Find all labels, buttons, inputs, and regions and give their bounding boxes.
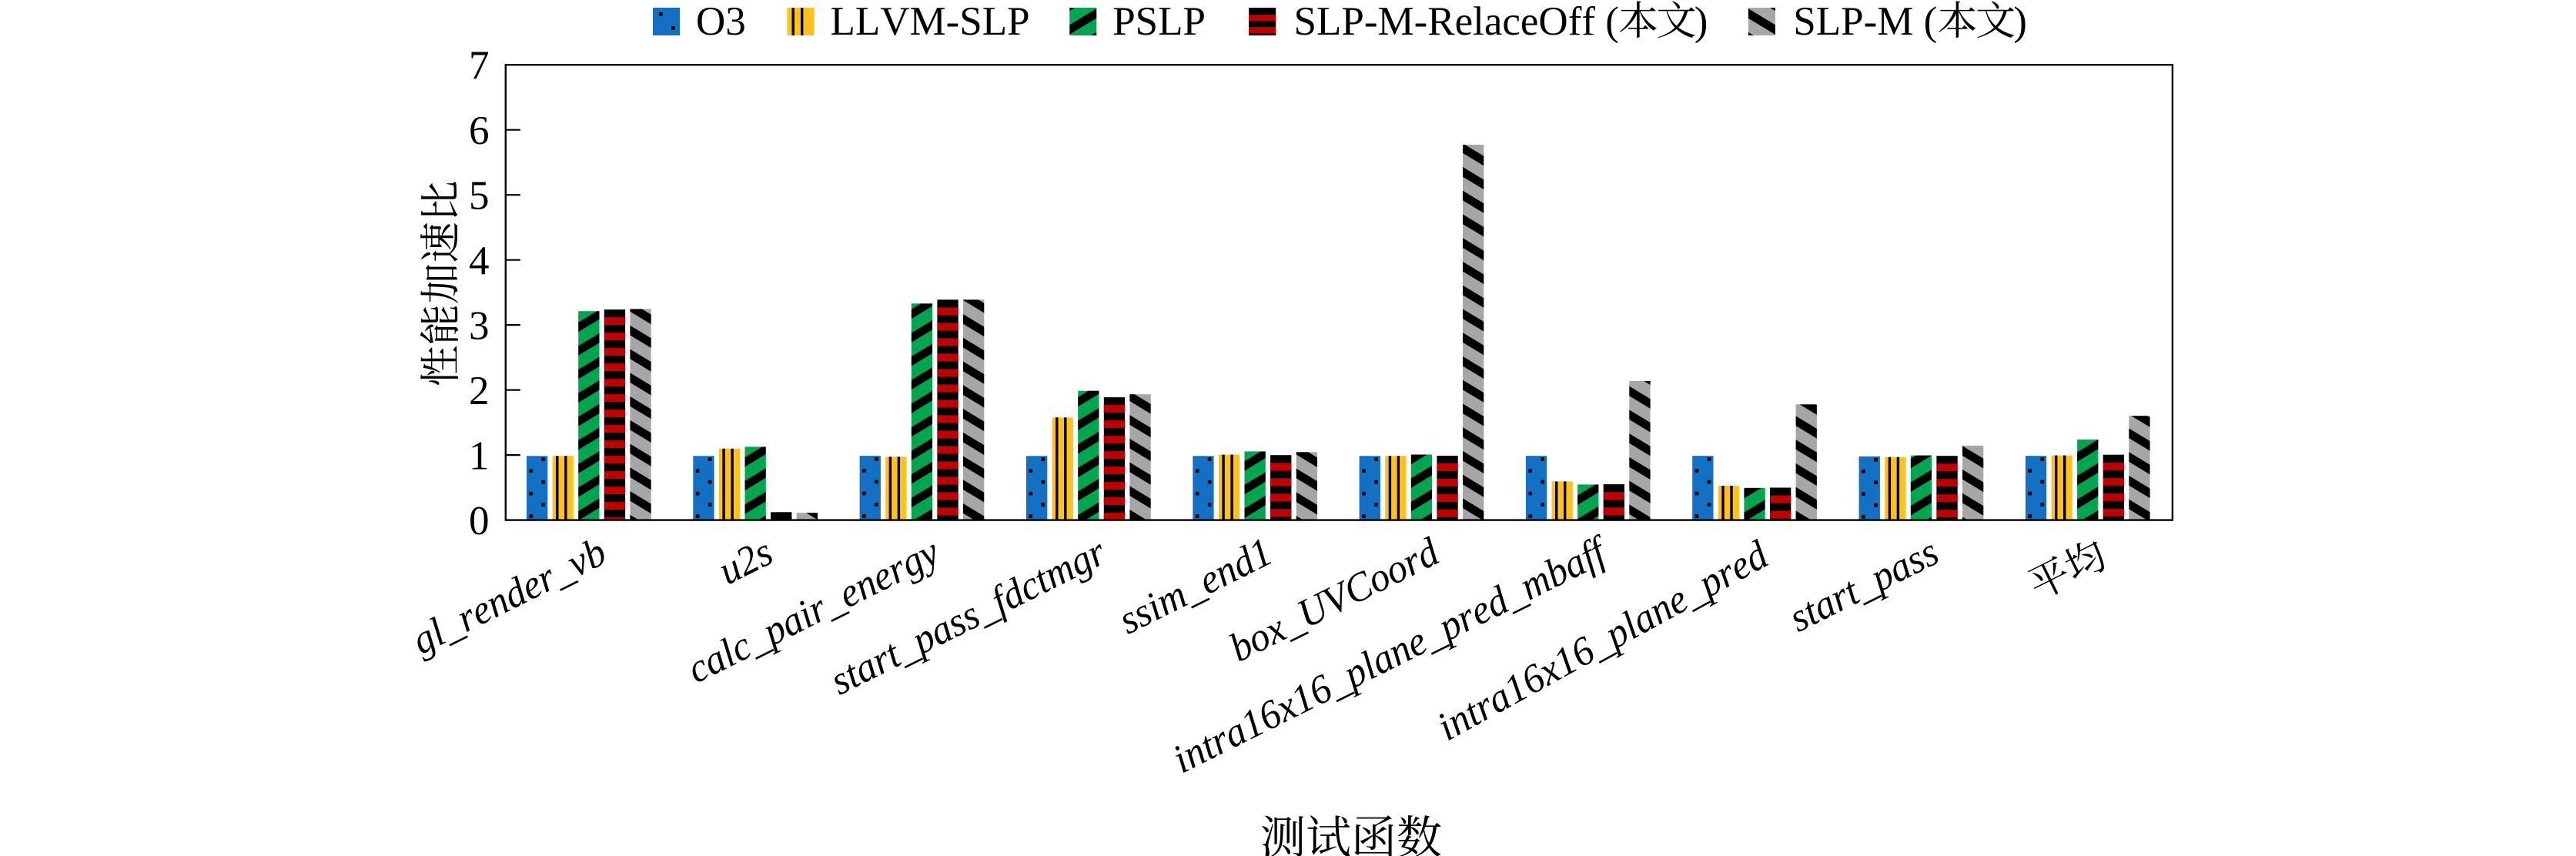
svg-text:0: 0 xyxy=(469,499,490,543)
svg-text:): ) xyxy=(2013,0,2027,44)
svg-text:3: 3 xyxy=(469,303,490,348)
svg-text:LLVM-SLP: LLVM-SLP xyxy=(831,0,1030,44)
svg-text:5: 5 xyxy=(469,174,490,219)
svg-text:1: 1 xyxy=(469,433,490,478)
svg-text:6: 6 xyxy=(469,109,490,153)
svg-text:): ) xyxy=(1694,0,1708,44)
svg-text:O3: O3 xyxy=(696,0,746,44)
svg-text:SLP-M (: SLP-M ( xyxy=(1793,0,1937,44)
svg-text:SLP-M-RelaceOff (: SLP-M-RelaceOff ( xyxy=(1294,0,1619,44)
svg-text:7: 7 xyxy=(469,44,490,89)
svg-text:PSLP: PSLP xyxy=(1112,0,1206,44)
svg-text:4: 4 xyxy=(469,239,490,283)
svg-text:2: 2 xyxy=(469,369,490,413)
